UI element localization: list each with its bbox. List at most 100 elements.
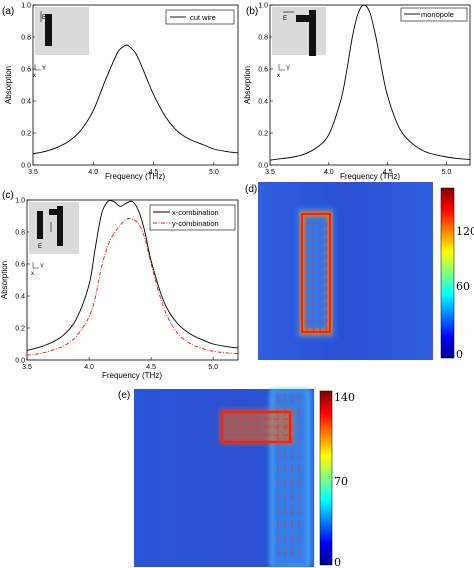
ytick-label-c-2: 0.4 (15, 294, 25, 301)
series-line-a-0 (32, 44, 239, 155)
ylabel-b: Absorption (243, 66, 252, 104)
colorbar-tick-d-max: 120 (456, 225, 474, 238)
colorbar-d (440, 187, 455, 359)
xtick-label-a-2: 4.5 (149, 169, 159, 176)
inset-a: E x Y (33, 7, 89, 79)
panel-b: (b) 3.5 4.0 4.5 5.0 0.0 0.2 0.4 0.6 0.8 1.0 Frequ… (243, 3, 471, 181)
legend-label-c-x: x-combination (172, 208, 219, 217)
ytick-label-a-0: 0.0 (21, 163, 31, 170)
series-line-c-0 (26, 200, 239, 351)
panel-a: (a) 3.5 4.0 4.5 5.0 0.0 0.2 0.4 0.6 0.8 1.0 Frequ… (2, 3, 239, 181)
panel-c: (c) 3.5 4.0 4.5 5.0 0.0 0.2 0.4 0.6 0.8 1.0 Frequ… (0, 190, 239, 380)
panel-label-e: (e) (118, 390, 130, 401)
panel-d: (d) 120 60 0 (245, 182, 474, 361)
arm-edge-e (220, 410, 292, 444)
xtick-label-a-0: 3.5 (28, 169, 38, 176)
xtick-label-b-1: 4.0 (324, 169, 334, 176)
ytick-label-b-5: 1.0 (258, 3, 268, 10)
ytick-label-a-5: 1.0 (21, 3, 31, 10)
combo-wire-shape (37, 211, 43, 239)
inset-bg-a (35, 7, 89, 55)
current-arrows-e (228, 394, 300, 557)
monopole-arm-shape (296, 15, 312, 22)
colorbar-tick-d-mid: 60 (456, 280, 470, 293)
colorbar-e (319, 390, 333, 566)
ylabel-c: Absorption (0, 261, 9, 299)
e-label-b: E (283, 16, 287, 22)
combo-arm-shape (49, 209, 61, 215)
legend-box-a (165, 9, 235, 25)
monopole-bar-shape (309, 10, 316, 56)
combo-bar-shape (57, 206, 63, 246)
y-label-c: Y (40, 264, 44, 270)
xtick-label-b-0: 3.5 (265, 169, 275, 176)
ytick-label-a-1: 0.2 (21, 131, 31, 138)
plot-frame-b (269, 4, 471, 166)
xtick-label-c-2: 4.5 (146, 364, 156, 371)
legend-label-a: cut wire (190, 13, 216, 22)
axis-glyph-b (278, 64, 285, 71)
hotspot-edge-d (301, 213, 331, 333)
legend-a: cut wire (165, 9, 235, 25)
ytick-label-a-4: 0.8 (21, 35, 31, 42)
y-label-a: Y (42, 66, 46, 72)
panel-e: (e) 140 70 0 (118, 389, 355, 568)
legend-b: monopole (400, 7, 468, 22)
cut-wire-shape (45, 14, 52, 46)
ytick-label-c-1: 0.2 (15, 326, 25, 333)
x-label-c: x (31, 271, 34, 277)
ytick-label-b-4: 0.8 (258, 35, 268, 42)
xtick-label-a-1: 4.0 (88, 169, 98, 176)
ytick-label-b-1: 0.2 (258, 131, 268, 138)
ytick-label-b-0: 0.0 (258, 163, 268, 170)
xlabel-c: Frequency (THz) (102, 371, 162, 380)
plot-frame-c (26, 199, 239, 361)
legend-label-c-y: y-combination (172, 219, 219, 228)
legend-box-c (149, 204, 236, 231)
colorbar-tick-e-max: 140 (334, 391, 355, 404)
y-label-b: Y (286, 66, 290, 72)
ytick-label-c-5: 1.0 (15, 198, 25, 205)
xtick-label-c-0: 3.5 (22, 364, 32, 371)
xlabel-a: Frequency (THz) (105, 172, 165, 181)
series-line-b-0 (269, 4, 471, 161)
xtick-label-c-3: 5.0 (208, 364, 218, 371)
axis-glyph-c (32, 262, 39, 269)
e-label-c: E (38, 244, 42, 250)
inset-c: E x Y (29, 202, 79, 277)
ytick-label-c-4: 0.8 (15, 230, 25, 237)
xtick-label-c-1: 4.0 (84, 364, 94, 371)
xtick-label-a-3: 5.0 (209, 169, 219, 176)
ytick-label-b-2: 0.4 (258, 99, 268, 106)
series-line-c-1 (26, 218, 239, 356)
xlabel-b: Frequency (THz) (340, 172, 400, 181)
bar-edge-e (271, 389, 309, 567)
panel-label-c: (c) (2, 190, 14, 201)
ytick-label-a-3: 0.6 (21, 67, 31, 74)
panel-label-b: (b) (246, 6, 258, 17)
inset-b: E x Y (272, 7, 326, 79)
ytick-label-c-0: 0.0 (15, 358, 25, 365)
colorbar-tick-d-min: 0 (456, 348, 463, 361)
ylabel-a: Absorption (4, 66, 13, 104)
legend-box-b (400, 7, 468, 22)
inset-bg-b (272, 7, 326, 55)
panel-label-d: (d) (245, 184, 257, 195)
colorbar-tick-e-mid: 70 (334, 475, 348, 488)
xtick-label-b-3: 5.0 (442, 169, 452, 176)
field-map-d (258, 182, 433, 360)
panel-label-a: (a) (2, 6, 14, 17)
arm-glow-e (220, 409, 294, 444)
ytick-label-a-2: 0.4 (21, 99, 31, 106)
e-label-a: E (42, 15, 46, 21)
current-arrows-d (305, 222, 328, 332)
axis-glyph-a (34, 64, 41, 71)
x-label-b: x (277, 73, 280, 79)
legend-label-b: monopole (421, 10, 454, 19)
ytick-label-c-3: 0.6 (15, 262, 25, 269)
ytick-label-b-3: 0.6 (258, 67, 268, 74)
plot-frame-a (32, 4, 239, 166)
legend-c: x-combination y-combination (149, 204, 236, 231)
x-label-a: x (33, 73, 36, 79)
xtick-label-b-2: 4.5 (383, 169, 393, 176)
